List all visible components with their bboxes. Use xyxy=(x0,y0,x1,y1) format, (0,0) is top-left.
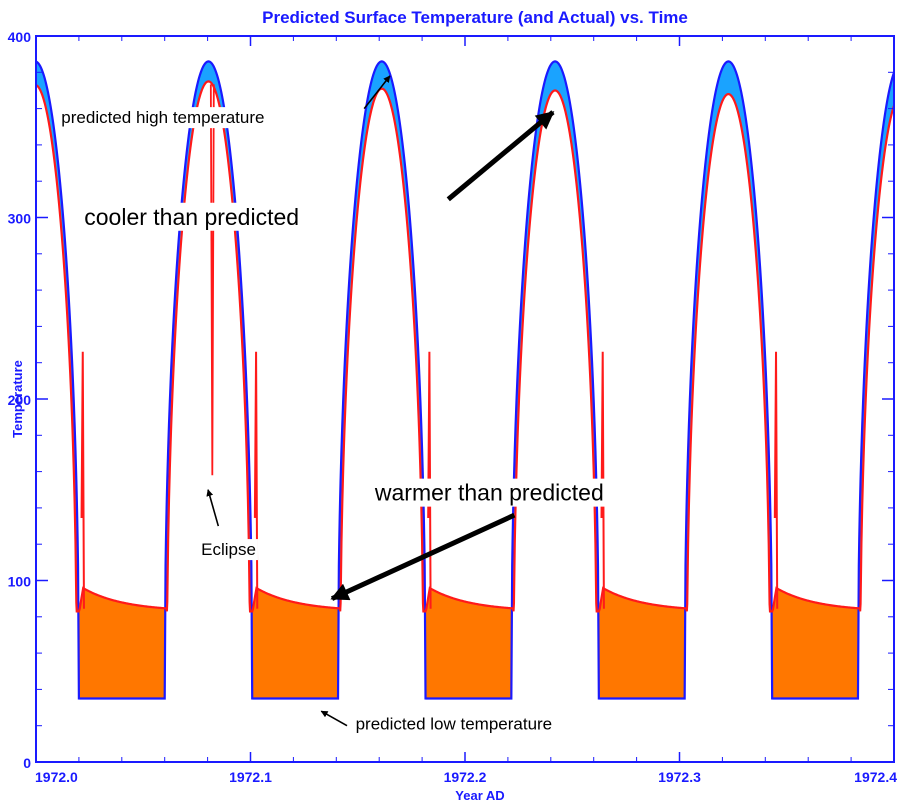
annotation-predicted-high-text: predicted high temperature xyxy=(61,108,264,127)
annotation-predicted-low-text: predicted low temperature xyxy=(356,714,553,733)
actual-line xyxy=(36,80,894,613)
cooler-band xyxy=(164,61,253,699)
axis-ticks: 1972.0 1972.1 1972.2 1972.3 1972.4 0 100 200 300… xyxy=(8,29,898,785)
sunset-spike xyxy=(253,351,259,609)
annotation-predicted-high: predicted high temperature xyxy=(59,75,391,129)
annotation-cooler-arrow xyxy=(446,110,555,202)
annotation-eclipse-bg xyxy=(199,539,258,561)
sunset-spike xyxy=(773,351,779,609)
annotation-warmer-text: warmer than predicted xyxy=(374,480,604,506)
x-tick-label: 1972.3 xyxy=(658,769,701,785)
annotation-warmer: warmer than predicted xyxy=(330,478,608,601)
predicted-line xyxy=(36,60,894,700)
annotation-eclipse-text: Eclipse xyxy=(201,540,256,559)
x-tick-label: 1972.1 xyxy=(229,769,272,785)
warmer-band xyxy=(78,588,165,699)
annotations: predicted high temperature cooler than pr… xyxy=(59,75,608,735)
annotation-eclipse-arrow xyxy=(206,489,220,527)
annotation-cooler-text: cooler than predicted xyxy=(84,204,299,230)
chart-title: Predicted Surface Temperature (and Actua… xyxy=(262,8,688,27)
cooler-band xyxy=(338,61,426,699)
annotation-predicted-low: predicted low temperature xyxy=(320,710,555,735)
warmer-band xyxy=(425,588,512,699)
annotation-predicted-low-bg xyxy=(353,713,555,735)
annotation-predicted-high-bg xyxy=(59,107,267,129)
plot-area xyxy=(36,60,894,700)
warmer-band xyxy=(598,588,685,699)
eclipse-dip xyxy=(209,84,215,476)
annotation-warmer-arrow xyxy=(330,512,516,601)
sunset-spike xyxy=(80,351,85,609)
y-tick-label: 200 xyxy=(8,392,32,408)
y-tick-label: 300 xyxy=(8,211,32,227)
y-axis-label: Temperature xyxy=(10,360,25,438)
annotation-predicted-low-arrow xyxy=(320,710,348,727)
sunset-spike xyxy=(600,351,605,609)
annotation-predicted-high-arrow xyxy=(363,75,391,110)
cooler-band xyxy=(511,61,599,699)
x-tick-label: 1972.2 xyxy=(444,769,487,785)
x-axis-label: Year AD xyxy=(455,788,504,803)
x-tick-label: 1972.0 xyxy=(35,769,78,785)
annotation-cooler: cooler than predicted xyxy=(80,110,555,231)
annotation-cooler-bg xyxy=(80,202,304,231)
y-tick-label: 100 xyxy=(8,574,32,590)
y-tick-label: 0 xyxy=(23,755,31,771)
cooler-band xyxy=(684,61,773,699)
sunset-spike xyxy=(427,351,432,609)
y-tick-label: 400 xyxy=(8,29,32,45)
warmer-band xyxy=(252,588,339,699)
annotation-eclipse: Eclipse xyxy=(199,489,258,561)
annotation-warmer-bg xyxy=(369,478,608,507)
x-tick-label: 1972.4 xyxy=(854,769,897,785)
warmer-band xyxy=(772,588,858,699)
